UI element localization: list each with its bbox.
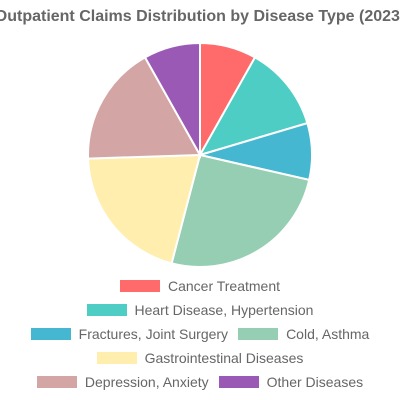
legend-swatch: [218, 376, 259, 388]
legend-row: Gastrointestinal Diseases: [0, 346, 400, 370]
legend-swatch: [96, 352, 137, 364]
legend-swatch: [30, 328, 71, 340]
legend-label: Fractures, Joint Surgery: [78, 326, 229, 342]
legend-swatch: [119, 280, 160, 292]
legend-label: Cold, Asthma: [286, 326, 370, 342]
legend-label: Cancer Treatment: [167, 278, 281, 294]
pie-slice-other-diseases[interactable]: [143, 41, 201, 159]
legend-item-depression-anxiety[interactable]: Depression, Anxiety: [36, 374, 209, 390]
legend-row: Heart Disease, Hypertension: [0, 298, 400, 322]
pie-slice-gastrointestinal-diseases[interactable]: [87, 153, 202, 265]
legend-label: Heart Disease, Hypertension: [134, 302, 314, 318]
legend-item-cold-asthma[interactable]: Cold, Asthma: [238, 326, 369, 342]
legend-item-heart-disease-hypertension[interactable]: Heart Disease, Hypertension: [86, 302, 314, 318]
legend-item-gastrointestinal-diseases[interactable]: Gastrointestinal Diseases: [96, 350, 304, 366]
legend-item-fractures-joint-surgery[interactable]: Fractures, Joint Surgery: [30, 326, 229, 342]
legend-row: Cancer Treatment: [0, 274, 400, 298]
legend-row: Depression, Anxiety Other Diseases: [0, 370, 400, 394]
legend-swatch: [86, 304, 127, 316]
legend-label: Gastrointestinal Diseases: [144, 350, 304, 366]
legend: Cancer Treatment Heart Disease, Hyperten…: [0, 274, 400, 394]
legend-row: Fractures, Joint Surgery Cold, Asthma: [0, 322, 400, 346]
legend-swatch: [238, 328, 279, 340]
pie-slice-cold-asthma[interactable]: [170, 153, 311, 268]
pie-slices: [87, 41, 313, 268]
pie-slice-depression-anxiety[interactable]: [87, 56, 202, 160]
chart-title: Outpatient Claims Distribution by Diseas…: [0, 8, 400, 25]
legend-label: Other Diseases: [266, 374, 364, 390]
legend-item-cancer-treatment[interactable]: Cancer Treatment: [119, 278, 281, 294]
legend-swatch: [36, 376, 77, 388]
legend-item-other-diseases[interactable]: Other Diseases: [218, 374, 364, 390]
legend-label: Depression, Anxiety: [84, 374, 209, 390]
